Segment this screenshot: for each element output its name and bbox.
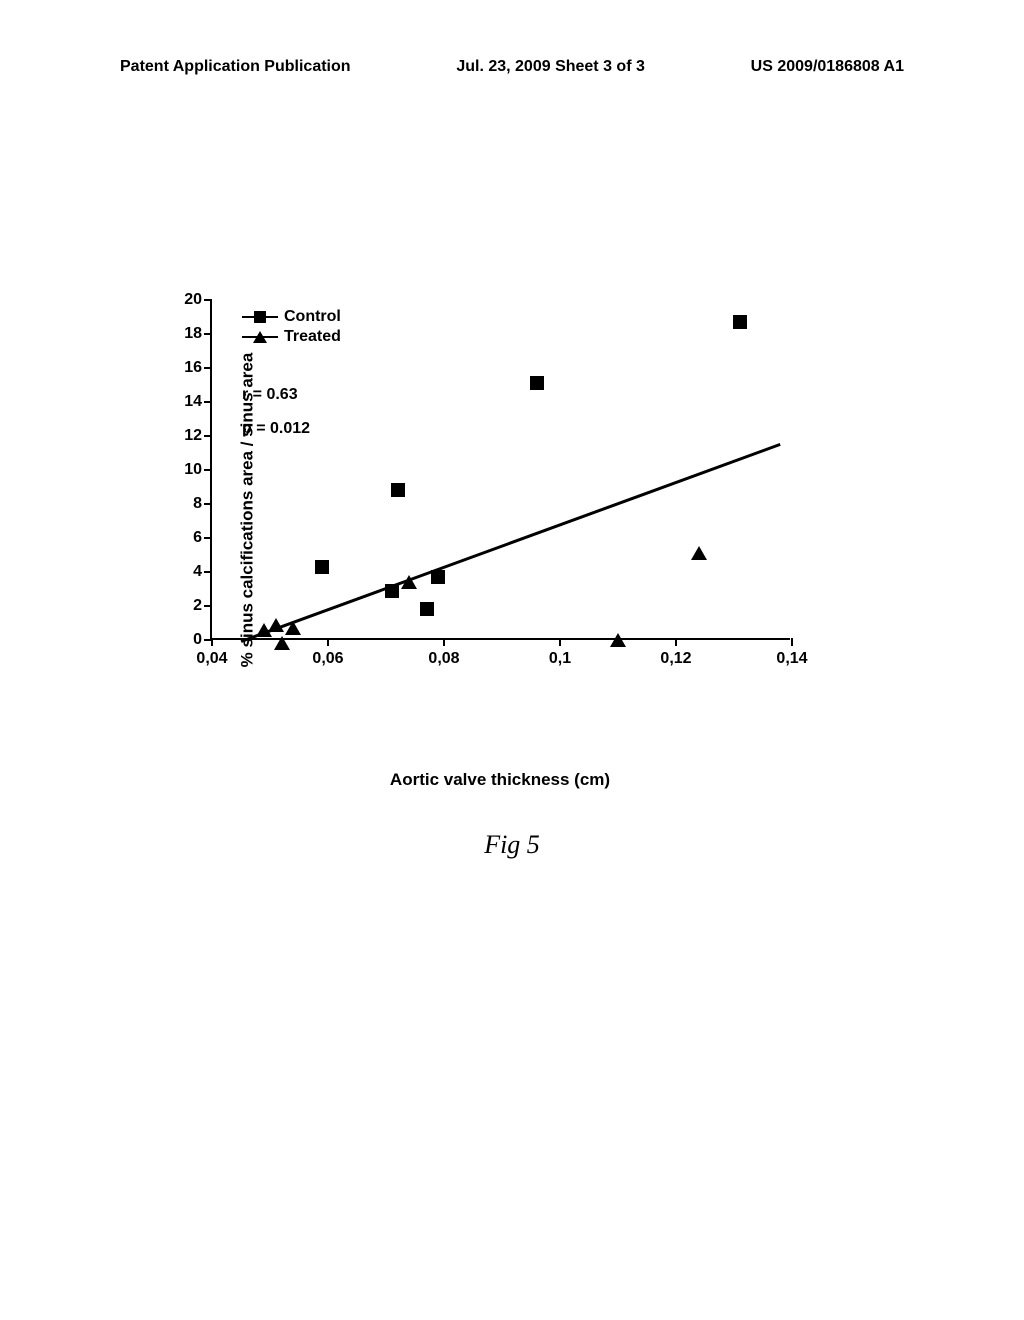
x-axis-label: Aortic valve thickness (cm) [390, 770, 610, 790]
stat-p: p = 0.012 [242, 420, 310, 438]
header-right: US 2009/0186808 A1 [751, 58, 904, 76]
y-tick [204, 299, 212, 301]
plot-area: Control Treated r = 0.63 p = 0.012 02468… [210, 300, 790, 640]
y-tick [204, 367, 212, 369]
legend-control-label: Control [284, 308, 341, 326]
control-point [315, 560, 329, 574]
x-tick-label: 0,1 [549, 650, 571, 668]
y-tick-label: 2 [174, 597, 202, 615]
y-tick-label: 6 [174, 529, 202, 547]
stat-r: r = 0.63 [242, 386, 298, 404]
y-tick-label: 0 [174, 631, 202, 649]
y-tick [204, 571, 212, 573]
chart-legend: Control Treated [242, 308, 341, 348]
y-tick-label: 18 [174, 325, 202, 343]
control-point [420, 602, 434, 616]
x-tick-label: 0,08 [428, 650, 459, 668]
y-tick [204, 537, 212, 539]
y-tick [204, 605, 212, 607]
square-icon [254, 311, 266, 323]
control-point [391, 483, 405, 497]
x-tick [443, 638, 445, 646]
x-tick-label: 0,12 [660, 650, 691, 668]
scatter-chart: % sinus calcifications area / sinus area… [150, 300, 850, 720]
y-tick [204, 469, 212, 471]
legend-treated-marker [242, 336, 278, 338]
header-left: Patent Application Publication [120, 58, 351, 76]
legend-treated: Treated [242, 328, 341, 346]
y-tick [204, 401, 212, 403]
y-tick-label: 12 [174, 427, 202, 445]
control-point [733, 315, 747, 329]
x-tick-label: 0,04 [196, 650, 227, 668]
y-tick-label: 4 [174, 563, 202, 581]
legend-control: Control [242, 308, 341, 326]
treated-point [610, 633, 626, 647]
legend-control-marker [242, 316, 278, 318]
trend-line [241, 443, 781, 643]
header-center: Jul. 23, 2009 Sheet 3 of 3 [456, 58, 645, 76]
triangle-icon [253, 331, 267, 343]
legend-treated-label: Treated [284, 328, 341, 346]
figure-caption: Fig 5 [484, 830, 540, 860]
treated-point [691, 546, 707, 560]
x-tick [675, 638, 677, 646]
x-tick [327, 638, 329, 646]
y-tick [204, 435, 212, 437]
treated-point [274, 636, 290, 650]
page-header: Patent Application Publication Jul. 23, … [0, 58, 1024, 76]
x-tick-label: 0,06 [312, 650, 343, 668]
y-tick-label: 16 [174, 359, 202, 377]
x-tick [791, 638, 793, 646]
x-tick [211, 638, 213, 646]
y-tick-label: 8 [174, 495, 202, 513]
x-tick-label: 0,14 [776, 650, 807, 668]
y-tick [204, 503, 212, 505]
y-tick-label: 10 [174, 461, 202, 479]
y-tick-label: 20 [174, 291, 202, 309]
x-tick [559, 638, 561, 646]
y-tick [204, 333, 212, 335]
control-point [530, 376, 544, 390]
y-tick-label: 14 [174, 393, 202, 411]
